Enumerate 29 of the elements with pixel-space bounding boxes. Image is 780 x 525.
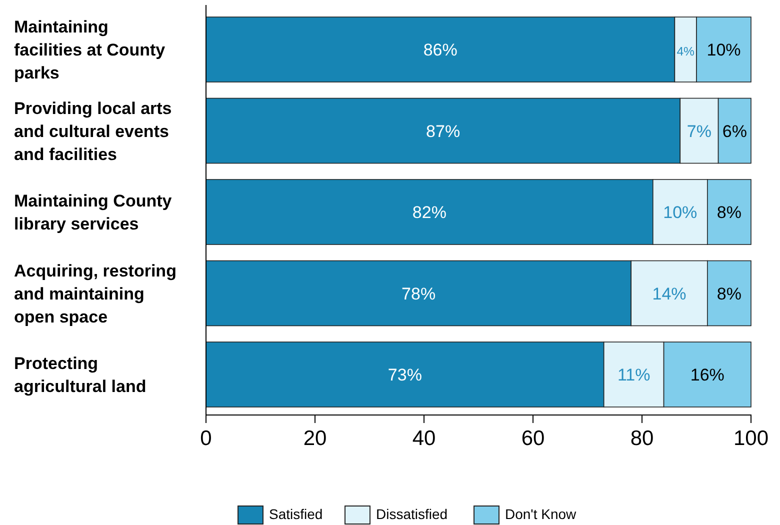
data-label: 6% — [722, 122, 747, 141]
data-label: 11% — [617, 366, 650, 384]
legend-label: Don't Know — [505, 506, 578, 522]
data-label: 78% — [402, 284, 436, 304]
y-tick-label: Providing local arts and cultural events and facilities — [14, 98, 172, 164]
x-tick-label: 80 — [630, 426, 654, 450]
x-tick-label: 40 — [412, 426, 436, 450]
data-label: 4% — [676, 44, 695, 58]
y-tick-label: Acquiring, restoring and maintaining open space — [14, 261, 176, 326]
data-label: 7% — [686, 122, 712, 141]
data-label: 8% — [716, 284, 742, 304]
data-label: 82% — [412, 203, 446, 222]
data-label: 73% — [388, 366, 422, 384]
x-tick-label: 100 — [733, 426, 769, 450]
data-label: 86% — [423, 40, 458, 60]
x-tick-label: 60 — [521, 426, 545, 450]
y-tick-label: Maintaining County library services — [14, 192, 172, 234]
data-label: 10% — [706, 40, 741, 60]
data-label: 16% — [690, 366, 724, 384]
data-label: 87% — [426, 122, 460, 141]
y-tick-label: Protecting agricultural land — [14, 354, 146, 396]
x-tick-label: 20 — [303, 426, 327, 450]
legend-label: Dissatisfied — [376, 506, 448, 522]
legend-label: Satisfied — [269, 506, 323, 522]
data-label: 10% — [663, 203, 698, 222]
data-label: 8% — [716, 203, 742, 222]
data-label: 14% — [652, 284, 686, 304]
y-tick-label: Maintaining facilities at County parks — [14, 18, 166, 82]
x-tick-label: 0 — [200, 426, 212, 450]
